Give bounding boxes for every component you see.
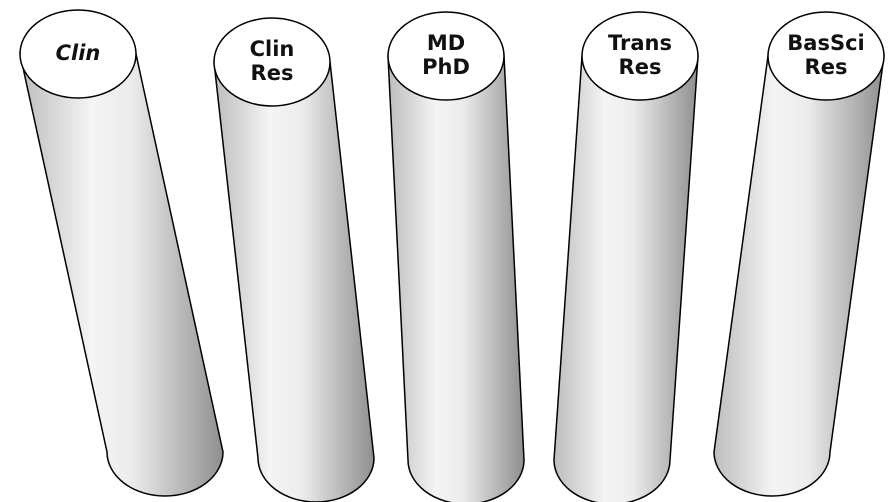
- pillar-label: PhD: [422, 55, 470, 79]
- pillar-label: BasSci: [787, 31, 864, 55]
- pillar: Clin: [19, 9, 224, 497]
- pillar-label: Res: [251, 61, 294, 85]
- pillar-top: [19, 9, 137, 99]
- pillar-body: [387, 55, 525, 502]
- pillar-body: [19, 53, 224, 497]
- pillar-body: [213, 61, 375, 502]
- pillar-top: [581, 11, 699, 101]
- pillar-top: [213, 17, 331, 107]
- pillar-body: [713, 55, 885, 497]
- pillar-label: Res: [619, 55, 662, 79]
- pillar-top: [387, 11, 505, 101]
- pillar-label: Clin: [56, 41, 101, 65]
- pillar-label: MD: [427, 31, 465, 55]
- pillar-body: [553, 55, 699, 502]
- pillar-top: [767, 11, 885, 101]
- pillar-label: Trans: [608, 31, 672, 55]
- pillar-label: Clin: [250, 37, 295, 61]
- pillar-label: Res: [805, 55, 848, 79]
